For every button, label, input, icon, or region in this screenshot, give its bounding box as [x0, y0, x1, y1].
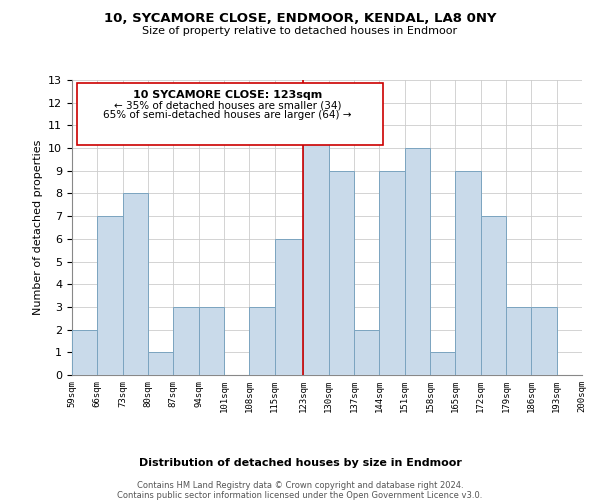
Text: ← 35% of detached houses are smaller (34): ← 35% of detached houses are smaller (34… [114, 100, 341, 110]
Bar [148, 352, 173, 375]
Bar [329, 171, 354, 375]
Text: Contains HM Land Registry data © Crown copyright and database right 2024.: Contains HM Land Registry data © Crown c… [137, 481, 463, 490]
Bar [72, 330, 97, 375]
FancyBboxPatch shape [77, 83, 383, 145]
Bar [354, 330, 379, 375]
Bar [199, 307, 224, 375]
Text: Distribution of detached houses by size in Endmoor: Distribution of detached houses by size … [139, 458, 461, 468]
Text: 65% of semi-detached houses are larger (64) →: 65% of semi-detached houses are larger (… [103, 110, 352, 120]
Bar [506, 307, 532, 375]
Bar [481, 216, 506, 375]
Bar [405, 148, 430, 375]
Bar [173, 307, 199, 375]
Text: Contains public sector information licensed under the Open Government Licence v3: Contains public sector information licen… [118, 491, 482, 500]
Text: 10 SYCAMORE CLOSE: 123sqm: 10 SYCAMORE CLOSE: 123sqm [133, 90, 322, 101]
Bar [430, 352, 455, 375]
Text: Size of property relative to detached houses in Endmoor: Size of property relative to detached ho… [142, 26, 458, 36]
Text: 10, SYCAMORE CLOSE, ENDMOOR, KENDAL, LA8 0NY: 10, SYCAMORE CLOSE, ENDMOOR, KENDAL, LA8… [104, 12, 496, 26]
Bar [304, 126, 329, 375]
Bar [455, 171, 481, 375]
Bar [122, 194, 148, 375]
Y-axis label: Number of detached properties: Number of detached properties [32, 140, 43, 315]
Bar [379, 171, 405, 375]
Bar [532, 307, 557, 375]
Bar [249, 307, 275, 375]
Bar [97, 216, 122, 375]
Bar [275, 239, 304, 375]
